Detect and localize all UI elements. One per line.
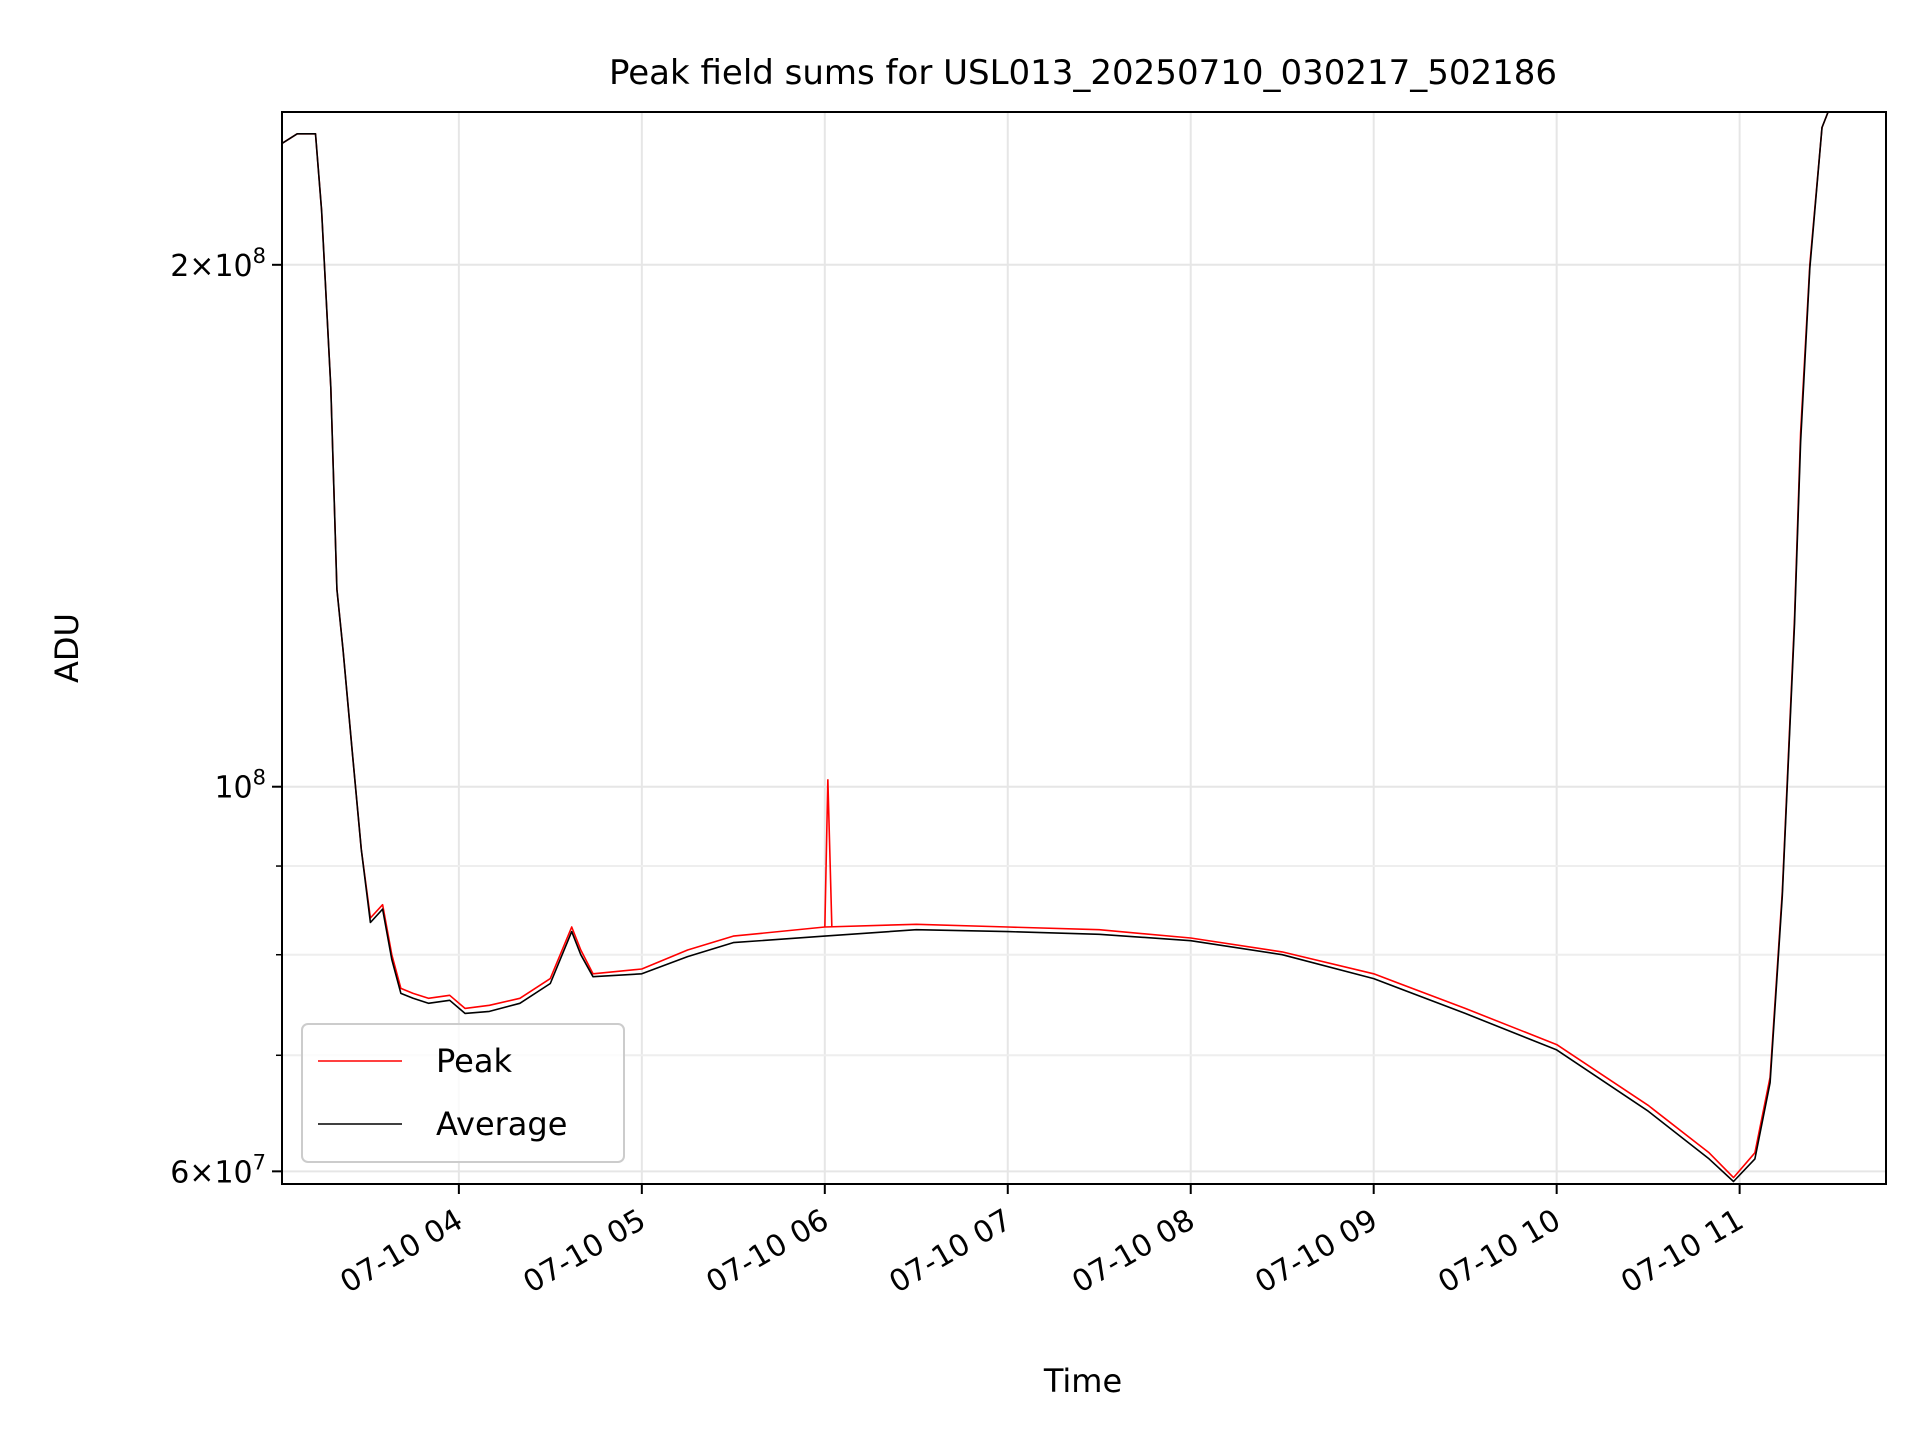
series-line-average <box>281 111 1829 1183</box>
series-layer <box>281 111 1829 1183</box>
y-tick-label: 2×108 <box>170 244 266 284</box>
y-axis-label: ADU <box>48 613 86 683</box>
plot-frame <box>281 111 1887 1185</box>
y-tick-label: 6×107 <box>170 1150 266 1190</box>
legend: Peak Average <box>301 1023 625 1163</box>
legend-label-peak: Peak <box>436 1042 512 1080</box>
x-axis-label: Time <box>1043 1362 1122 1400</box>
y-tick-label: 108 <box>214 766 266 806</box>
y-axis: 6×107 108 2×108 <box>170 244 282 1190</box>
legend-label-average: Average <box>436 1105 567 1143</box>
series-spike <box>824 779 833 927</box>
legend-box <box>301 1023 625 1163</box>
chart-title: Peak field sums for USL013_20250710_0302… <box>609 53 1557 93</box>
